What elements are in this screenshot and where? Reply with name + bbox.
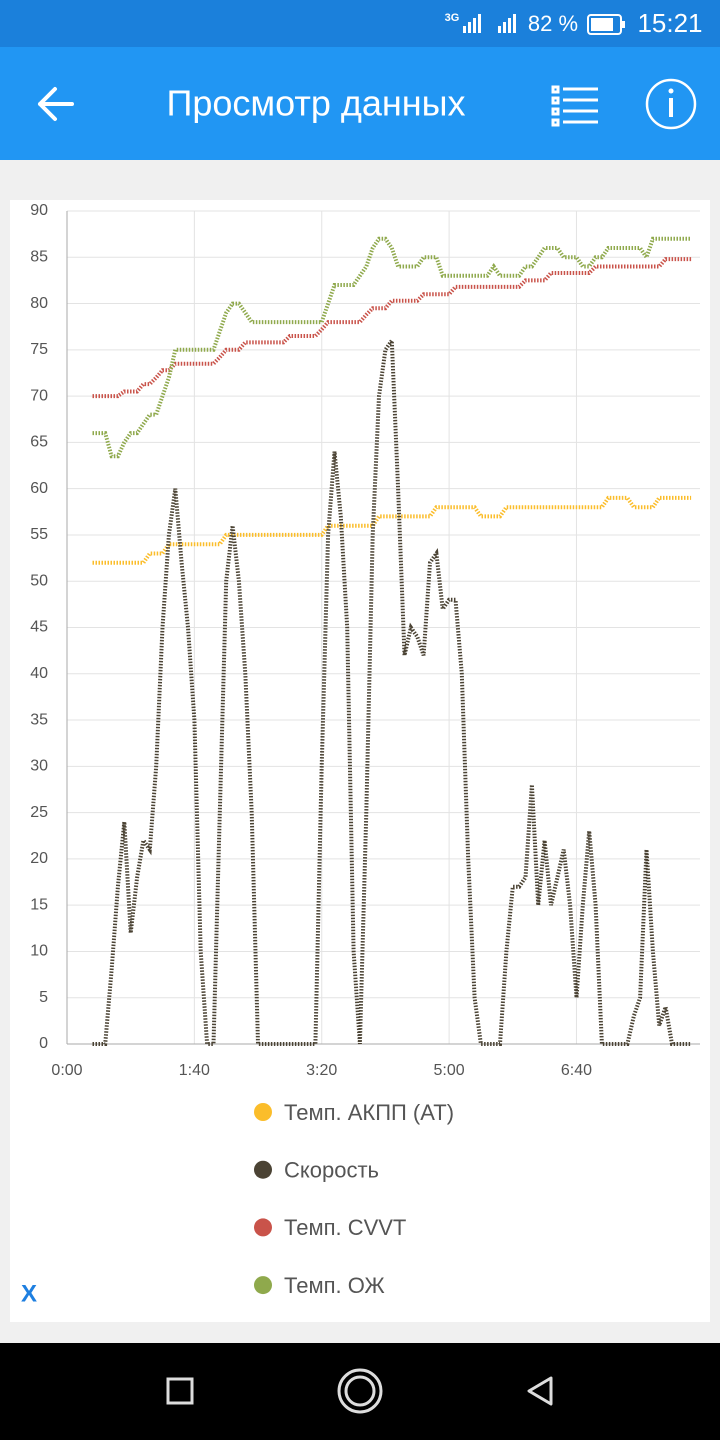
y-tick-label: 25 bbox=[30, 804, 48, 821]
nav-back-button[interactable] bbox=[527, 1376, 553, 1406]
y-tick-label: 45 bbox=[30, 619, 48, 636]
list-button[interactable] bbox=[551, 85, 598, 127]
y-tick-label: 80 bbox=[30, 295, 48, 312]
app-title: Просмотр данных bbox=[166, 83, 465, 124]
y-tick-label: 15 bbox=[30, 896, 48, 913]
y-tick-label: 55 bbox=[30, 526, 48, 543]
navigation-bar bbox=[0, 1343, 720, 1440]
legend-swatch bbox=[254, 1276, 272, 1295]
y-tick-label: 60 bbox=[30, 480, 48, 497]
y-tick-label: 35 bbox=[30, 711, 48, 728]
legend-swatch bbox=[254, 1160, 272, 1179]
chart-card bbox=[10, 200, 710, 1322]
y-tick-label: 5 bbox=[39, 989, 48, 1006]
series-line bbox=[92, 236, 692, 459]
x-tick-label: 1:40 bbox=[179, 1062, 210, 1079]
y-tick-label: 85 bbox=[30, 248, 48, 265]
x-tick-label: 3:20 bbox=[306, 1062, 337, 1079]
x-tick-label: 0:00 bbox=[51, 1062, 82, 1079]
series-line bbox=[92, 495, 692, 565]
y-tick-label: 10 bbox=[30, 943, 48, 960]
legend-label: Темп. ОЖ bbox=[284, 1273, 385, 1298]
legend-label: Скорость bbox=[284, 1158, 379, 1183]
y-tick-label: 0 bbox=[39, 1035, 48, 1052]
legend-label: Темп. АКПП (AT) bbox=[284, 1100, 454, 1125]
y-tick-label: 90 bbox=[30, 202, 48, 219]
info-button[interactable] bbox=[645, 78, 697, 130]
chart: 0 5 10 15 20 25 30 35 40 45 50 55 60 65 70 75 80 85 90 0:00… bbox=[30, 202, 700, 1298]
series-line bbox=[92, 334, 692, 1046]
battery-icon bbox=[587, 14, 625, 35]
y-tick-label: 65 bbox=[30, 434, 48, 451]
clock: 15:21 bbox=[637, 8, 702, 38]
battery-level: 82 % bbox=[528, 11, 578, 36]
x-tick-label: 6:40 bbox=[561, 1062, 592, 1079]
y-tick-label: 40 bbox=[30, 665, 48, 682]
y-tick-label: 20 bbox=[30, 850, 48, 867]
y-tick-label: 70 bbox=[30, 387, 48, 404]
legend-swatch bbox=[254, 1103, 272, 1121]
recents-button[interactable] bbox=[166, 1377, 194, 1405]
y-tick-label: 75 bbox=[30, 341, 48, 358]
network-type: 3G bbox=[445, 12, 460, 24]
x-tick-label: 5:00 bbox=[434, 1062, 465, 1079]
signal-icons bbox=[463, 14, 516, 33]
back-button[interactable] bbox=[38, 87, 74, 121]
app-bar bbox=[0, 47, 720, 160]
legend-label: Темп. CVVT bbox=[284, 1215, 406, 1240]
x-axis-label: X bbox=[21, 1280, 37, 1307]
y-tick-label: 50 bbox=[30, 572, 48, 589]
y-tick-label: 30 bbox=[30, 758, 48, 775]
home-button[interactable] bbox=[337, 1368, 383, 1414]
legend-swatch bbox=[254, 1218, 272, 1237]
